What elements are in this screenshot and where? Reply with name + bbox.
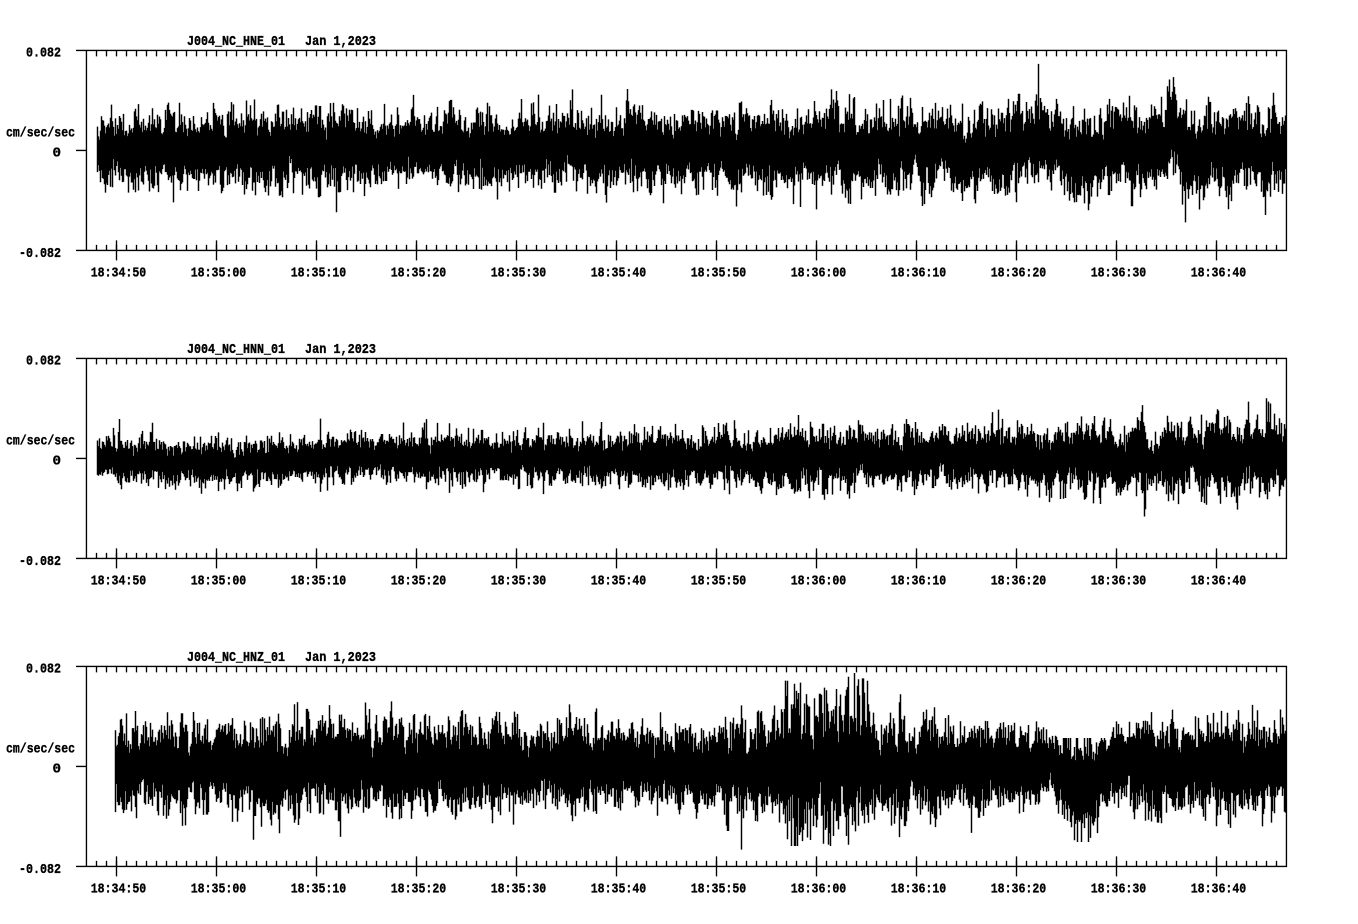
svg-text:0: 0 — [52, 146, 61, 162]
svg-text:18:36:00: 18:36:00 — [791, 882, 847, 898]
svg-text:18:35:20: 18:35:20 — [391, 574, 447, 590]
svg-text:0.082: 0.082 — [26, 662, 61, 678]
svg-text:18:35:20: 18:35:20 — [391, 266, 447, 282]
svg-text:Jan 1,2023: Jan 1,2023 — [305, 342, 376, 358]
svg-text:18:35:00: 18:35:00 — [191, 266, 247, 282]
svg-text:18:35:50: 18:35:50 — [691, 882, 747, 898]
svg-text:0: 0 — [52, 762, 61, 778]
svg-text:18:36:40: 18:36:40 — [1191, 266, 1247, 282]
svg-text:18:34:50: 18:34:50 — [91, 266, 147, 282]
svg-text:18:35:20: 18:35:20 — [391, 882, 447, 898]
svg-text:18:36:10: 18:36:10 — [891, 266, 947, 282]
svg-text:18:36:10: 18:36:10 — [891, 574, 947, 590]
svg-text:18:36:20: 18:36:20 — [991, 882, 1047, 898]
svg-text:18:35:30: 18:35:30 — [491, 574, 547, 590]
svg-text:18:35:40: 18:35:40 — [591, 574, 647, 590]
svg-text:18:36:10: 18:36:10 — [891, 882, 947, 898]
svg-text:18:35:50: 18:35:50 — [691, 574, 747, 590]
svg-text:18:35:50: 18:35:50 — [691, 266, 747, 282]
svg-text:18:34:50: 18:34:50 — [91, 882, 147, 898]
svg-text:18:36:40: 18:36:40 — [1191, 574, 1247, 590]
svg-text:18:34:50: 18:34:50 — [91, 574, 147, 590]
svg-text:18:35:10: 18:35:10 — [291, 266, 347, 282]
svg-text:-0.082: -0.082 — [19, 246, 61, 262]
svg-text:-0.082: -0.082 — [19, 554, 61, 570]
svg-text:18:36:00: 18:36:00 — [791, 266, 847, 282]
svg-text:18:35:10: 18:35:10 — [291, 574, 347, 590]
svg-text:0: 0 — [52, 454, 61, 470]
svg-text:Jan 1,2023: Jan 1,2023 — [305, 650, 376, 666]
svg-text:18:35:30: 18:35:30 — [491, 882, 547, 898]
svg-text:18:36:20: 18:36:20 — [991, 574, 1047, 590]
svg-text:cm/sec/sec: cm/sec/sec — [6, 126, 75, 142]
svg-text:J004_NC_HNE_01: J004_NC_HNE_01 — [187, 34, 285, 50]
svg-text:18:35:10: 18:35:10 — [291, 882, 347, 898]
svg-text:J004_NC_HNN_01: J004_NC_HNN_01 — [187, 342, 285, 358]
svg-text:18:36:00: 18:36:00 — [791, 574, 847, 590]
svg-text:J004_NC_HNZ_01: J004_NC_HNZ_01 — [187, 650, 285, 666]
svg-text:18:36:20: 18:36:20 — [991, 266, 1047, 282]
svg-text:-0.082: -0.082 — [19, 862, 61, 878]
svg-text:18:35:00: 18:35:00 — [191, 882, 247, 898]
svg-text:0.082: 0.082 — [26, 354, 61, 370]
svg-text:18:35:00: 18:35:00 — [191, 574, 247, 590]
svg-text:cm/sec/sec: cm/sec/sec — [6, 742, 75, 758]
svg-text:18:35:30: 18:35:30 — [491, 266, 547, 282]
svg-text:18:35:40: 18:35:40 — [591, 882, 647, 898]
svg-text:18:35:40: 18:35:40 — [591, 266, 647, 282]
svg-text:18:36:30: 18:36:30 — [1091, 882, 1147, 898]
svg-text:Jan 1,2023: Jan 1,2023 — [305, 34, 376, 50]
svg-text:18:36:40: 18:36:40 — [1191, 882, 1247, 898]
svg-text:cm/sec/sec: cm/sec/sec — [6, 434, 75, 450]
svg-text:18:36:30: 18:36:30 — [1091, 574, 1147, 590]
svg-text:18:36:30: 18:36:30 — [1091, 266, 1147, 282]
svg-text:0.082: 0.082 — [26, 46, 61, 62]
